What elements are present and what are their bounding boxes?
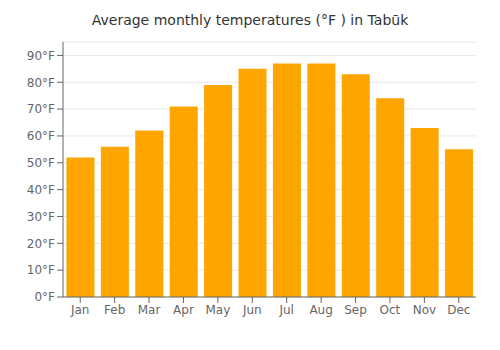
svg-text:20°F: 20°F — [27, 237, 55, 251]
svg-text:60°F: 60°F — [27, 129, 55, 143]
svg-text:90°F: 90°F — [27, 49, 55, 63]
html-text:Average monthly temperatures (: Average monthly temperatures (°F ) in Ta… — [91, 12, 409, 28]
svg-text:Sep: Sep — [344, 303, 367, 317]
svg-text:40°F: 40°F — [27, 183, 55, 197]
svg-text:Nov: Nov — [413, 303, 436, 317]
svg-text:Jul: Jul — [278, 303, 293, 317]
svg-text:50°F: 50°F — [27, 156, 55, 170]
svg-text:Apr: Apr — [173, 303, 194, 317]
svg-text:Jan: Jan — [70, 303, 90, 317]
svg-text:0°F: 0°F — [34, 290, 55, 304]
svg-text:May: May — [205, 303, 230, 317]
svg-text:Mar: Mar — [138, 303, 161, 317]
svg-text:Feb: Feb — [104, 303, 125, 317]
svg-text:80°F: 80°F — [27, 76, 55, 90]
svg-text:Aug: Aug — [309, 303, 332, 317]
svg-text:10°F: 10°F — [27, 263, 55, 277]
svg-text:Dec: Dec — [447, 303, 470, 317]
svg-text:70°F: 70°F — [27, 102, 55, 116]
svg-text:Oct: Oct — [380, 303, 401, 317]
svg-text:Jun: Jun — [242, 303, 262, 317]
svg-text:30°F: 30°F — [27, 210, 55, 224]
